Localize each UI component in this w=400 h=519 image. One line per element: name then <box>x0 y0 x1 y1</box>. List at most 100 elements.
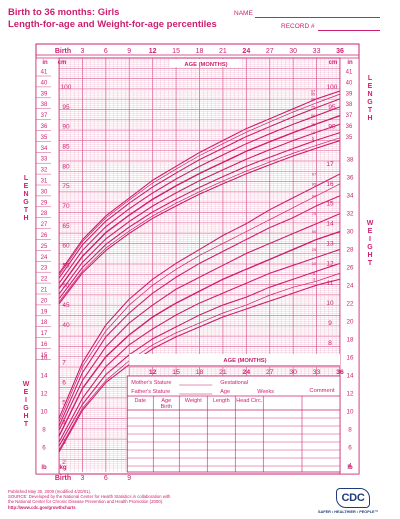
left-length-cm-tick: 80 <box>62 163 70 170</box>
right-weight-kg-tick: 17 <box>326 161 334 168</box>
right-weight-lb-tick: 16 <box>346 355 354 362</box>
name-field[interactable] <box>255 17 380 18</box>
left-length-cm-tick: 85 <box>62 144 70 151</box>
side-label-weight-left: I <box>25 397 27 404</box>
side-label-length-left: L <box>24 175 29 182</box>
side-label-weight-right: W <box>367 220 374 227</box>
weeks-label: Weeks <box>257 389 274 395</box>
length-curve-10 <box>58 132 341 300</box>
weight-pct-label: 97 <box>312 171 317 176</box>
left-length-cm-tick: 100 <box>61 84 72 91</box>
right-unit-in: in <box>347 60 353 66</box>
weight-curve-50 <box>58 230 341 437</box>
left-unit-kg: kg <box>59 465 66 471</box>
bottom-age-tick: 6 <box>104 475 108 482</box>
side-label-weight-left: T <box>24 421 29 428</box>
right-length-cm-tick: 90 <box>328 124 336 131</box>
table-col-header: Weight <box>185 398 202 404</box>
left-length-in-tick: 34 <box>41 146 48 152</box>
table-col-header: Length <box>213 398 230 404</box>
record-field[interactable] <box>318 30 380 31</box>
side-label-length-left: T <box>24 207 29 214</box>
top-age-tick: 6 <box>104 48 108 55</box>
right-length-in-tick: 39 <box>346 91 353 97</box>
length-pct-label: 95 <box>311 92 316 97</box>
right-weight-kg-tick: 9 <box>328 320 332 327</box>
left-weight-kg-tick: 4 <box>62 419 66 426</box>
left-length-in-tick: 16 <box>41 342 48 348</box>
top-age-tick: 36 <box>336 48 344 55</box>
footer-source: SOURCE: Developed by the National Center… <box>8 494 171 500</box>
footer-published: Published May 30, 2000 (modified 4/20/01… <box>8 489 92 494</box>
top-age-tick: 18 <box>196 48 204 55</box>
right-weight-lb-tick: 20 <box>346 319 354 326</box>
right-length-in-tick: 40 <box>346 80 353 86</box>
left-length-in-tick: 30 <box>41 189 48 195</box>
weight-pct-label: 95 <box>312 181 317 186</box>
left-length-in-tick: 36 <box>41 124 48 130</box>
table-birth-label: Birth <box>161 404 172 410</box>
footer-url[interactable]: http://www.cdc.gov/growthcharts <box>8 504 76 510</box>
title-line2: Length-for-age and Weight-for-age percen… <box>8 19 217 30</box>
right-weight-lb-tick: 36 <box>346 174 354 181</box>
mid-age-tick: 24 <box>243 369 251 376</box>
footer-source2: the National Center for Chronic Disease … <box>8 499 164 505</box>
left-unit-lb: lb <box>41 465 47 471</box>
right-length-cm-tick: 95 <box>328 104 336 111</box>
left-weight-kg-tick: 6 <box>62 380 66 387</box>
right-length-in-tick: 37 <box>346 113 353 119</box>
mid-age-tick: 30 <box>289 369 297 376</box>
side-label-weight-right: H <box>367 252 372 259</box>
side-label-length-left: E <box>24 183 29 190</box>
percentile-curves <box>58 90 341 453</box>
left-weight-lb-tick: 6 <box>42 445 46 452</box>
weight-curve-5 <box>58 272 341 451</box>
length-pct-label: 10 <box>311 130 316 135</box>
top-age-tick: 33 <box>313 48 321 55</box>
top-age-tick: Birth <box>55 48 71 55</box>
left-length-in-tick: 37 <box>41 113 48 119</box>
bottom-age-tick: Birth <box>55 475 71 482</box>
left-weight-kg-tick: 5 <box>62 399 66 406</box>
right-weight-lb-tick: 10 <box>346 409 354 416</box>
comment-label: Comment <box>309 388 335 394</box>
right-weight-lb-tick: 18 <box>346 337 354 344</box>
right-length-in-tick: 38 <box>346 102 353 108</box>
left-weight-kg-tick: 2 <box>62 459 66 466</box>
right-weight-lb-tick: 8 <box>348 427 352 434</box>
left-weight-lb-tick: 10 <box>40 409 48 416</box>
left-length-in-tick: 26 <box>41 233 48 239</box>
right-unit-lb: lb <box>347 465 353 471</box>
weight-pct-label: 90 <box>312 193 317 198</box>
left-length-in-tick: 28 <box>41 211 48 217</box>
right-weight-lb-tick: 14 <box>346 373 354 380</box>
left-length-cm-tick: 70 <box>62 203 70 210</box>
left-unit-cm: cm <box>58 60 67 66</box>
left-length-cm-tick: 50 <box>62 282 70 289</box>
top-age-tick: 3 <box>80 48 84 55</box>
top-age-tick: 9 <box>127 48 131 55</box>
data-table <box>126 375 341 473</box>
side-label-length-left: N <box>23 191 28 198</box>
right-weight-lb-tick: 30 <box>346 228 354 235</box>
mid-age-tick: 15 <box>172 369 180 376</box>
side-label-weight-left: W <box>23 381 30 388</box>
left-weight-lb-tick: 16 <box>40 355 48 362</box>
side-label-length-left: G <box>23 199 29 206</box>
right-weight-kg-tick: 13 <box>326 240 334 247</box>
right-weight-lb-tick: 12 <box>346 391 354 398</box>
left-weight-lb-tick: 12 <box>40 391 48 398</box>
left-length-cm-tick: 95 <box>62 104 70 111</box>
weight-pct-label: 10 <box>312 261 317 266</box>
left-length-in-tick: 27 <box>41 222 48 228</box>
left-weight-lb-tick: 14 <box>40 373 48 380</box>
mid-age-tick: 18 <box>196 369 204 376</box>
weight-curve-95 <box>58 183 341 423</box>
right-weight-kg-tick: 16 <box>326 181 334 188</box>
right-weight-lb-tick: 34 <box>346 192 354 199</box>
right-weight-lb-tick: 24 <box>346 282 354 289</box>
age-label-bg-top <box>170 59 242 67</box>
side-label-length-right: H <box>367 115 372 122</box>
chart-frame <box>35 43 360 475</box>
